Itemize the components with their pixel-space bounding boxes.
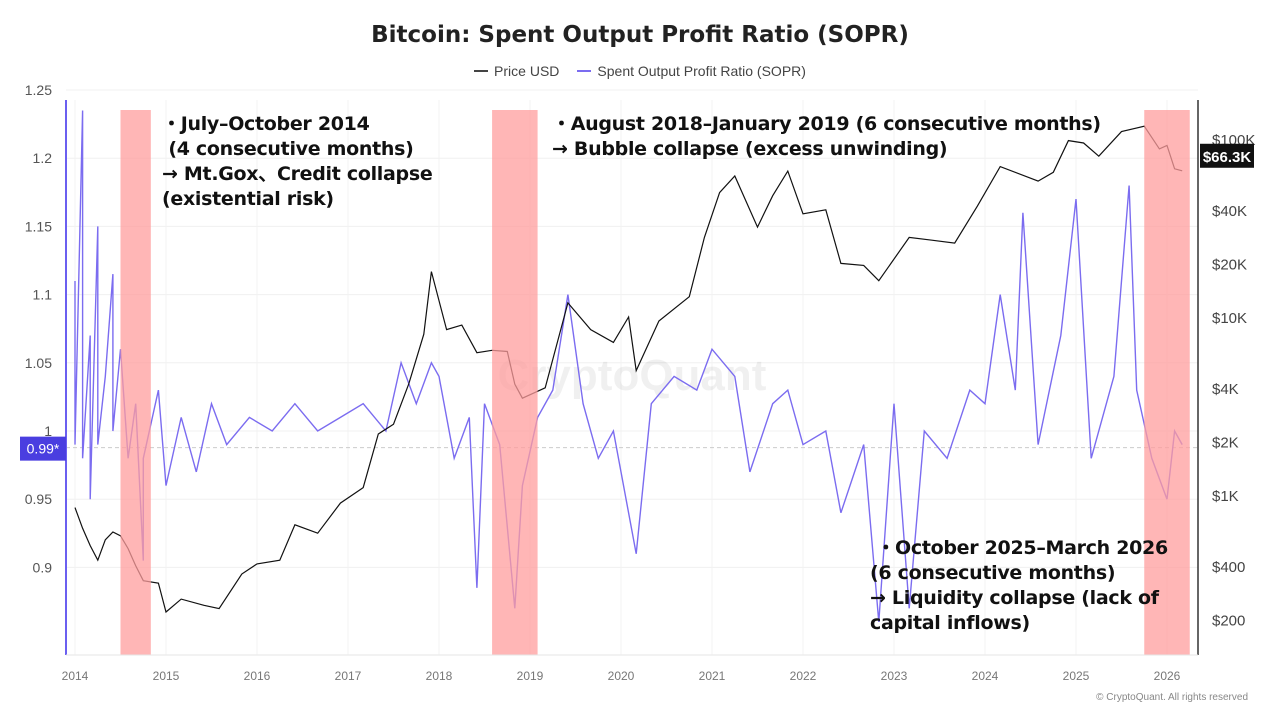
x-tick-label: 2014 [62,669,89,683]
left-tick-label: 0.9 [33,559,53,575]
shaded-period [1144,110,1190,655]
sopr-current-badge [20,436,66,461]
watermark: CryptoQuant [498,351,767,400]
right-tick-label: $40K [1212,203,1247,220]
price-current-badge [1200,143,1254,168]
x-tick-label: 2018 [426,669,453,683]
x-tick-label: 2019 [517,669,544,683]
right-tick-label: $4K [1212,381,1239,398]
annotation-2014: ・July–October 2014 (4 consecutive months… [162,113,433,210]
legend: Price USD Spent Output Profit Ratio (SOP… [0,63,1280,79]
x-tick-label: 2025 [1063,669,1090,683]
right-tick-label: $400 [1212,559,1245,576]
x-tick-label: 2024 [972,669,999,683]
legend-item-price[interactable]: Price USD [474,63,559,79]
right-tick-label: $20K [1212,256,1247,273]
price-line [74,125,1183,614]
x-tick-label: 2015 [153,669,180,683]
annotation-2025: ・October 2025–March 2026 (6 consecutive … [870,537,1168,634]
right-tick-label: $1K [1212,488,1239,505]
shaded-period [492,110,538,655]
x-tick-label: 2021 [699,669,726,683]
left-tick-label: 1 [44,423,52,439]
left-tick-label: 1.1 [33,287,53,303]
legend-item-sopr[interactable]: Spent Output Profit Ratio (SOPR) [577,63,806,79]
left-tick-label: 1.05 [25,355,52,371]
legend-label: Price USD [494,63,560,79]
legend-label: Spent Output Profit Ratio (SOPR) [597,63,806,79]
left-tick-label: 1.2 [33,150,53,166]
right-tick-label: $10K [1212,310,1247,327]
x-tick-label: 2016 [244,669,271,683]
right-tick-label: $2K [1212,434,1239,451]
annotation-2018: ・August 2018–January 2019 (6 consecutive… [552,113,1101,160]
x-tick-label: 2017 [335,669,362,683]
chart-title: Bitcoin: Spent Output Profit Ratio (SOPR… [371,22,909,48]
left-tick-label: 1.15 [25,218,52,234]
x-tick-label: 2020 [608,669,635,683]
x-tick-label: 2026 [1154,669,1181,683]
right-tick-label: $200 [1212,612,1245,629]
left-tick-label: 1.25 [25,82,52,98]
x-tick-label: 2022 [790,669,817,683]
copyright: © CryptoQuant. All rights reserved [1096,692,1248,703]
shaded-period [120,110,151,655]
sopr-current-value: 0.99* [27,441,60,457]
left-tick-label: 0.95 [25,491,52,507]
x-tick-label: 2023 [881,669,908,683]
price-current-value: $66.3K [1203,149,1252,166]
